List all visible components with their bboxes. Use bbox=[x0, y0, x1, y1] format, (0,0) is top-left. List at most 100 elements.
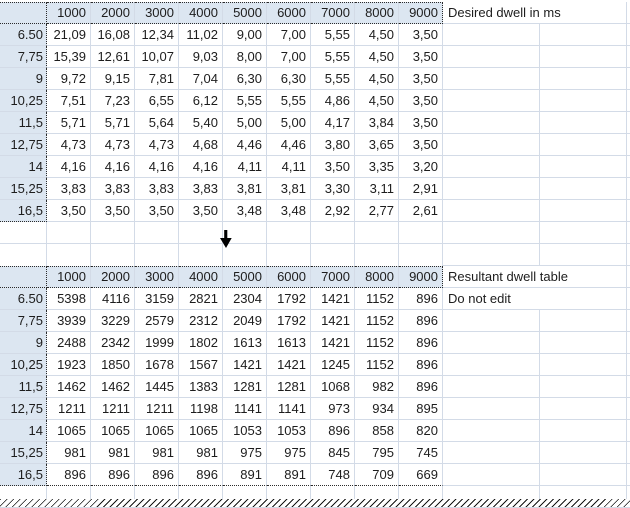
cell[interactable]: 15,39 bbox=[47, 46, 91, 68]
cell[interactable]: 1281 bbox=[267, 376, 311, 398]
cell[interactable]: 1141 bbox=[223, 398, 267, 420]
cell[interactable]: 3159 bbox=[135, 288, 179, 310]
col-header-9000[interactable]: 9000 bbox=[399, 2, 443, 24]
cell[interactable]: 896 bbox=[399, 310, 443, 332]
cell[interactable] bbox=[540, 310, 628, 332]
cell[interactable]: 981 bbox=[179, 442, 223, 464]
cell[interactable]: 896 bbox=[135, 464, 179, 486]
cell[interactable]: 3,50 bbox=[135, 200, 179, 222]
cell[interactable]: 5398 bbox=[47, 288, 91, 310]
cell[interactable]: 1053 bbox=[223, 420, 267, 442]
cell[interactable]: 3,50 bbox=[179, 200, 223, 222]
edge-cell[interactable] bbox=[627, 90, 630, 112]
cell[interactable]: 1065 bbox=[135, 420, 179, 442]
cell[interactable] bbox=[540, 90, 628, 112]
col-header-5000[interactable]: 5000 bbox=[223, 2, 267, 24]
cell[interactable]: 1613 bbox=[223, 332, 267, 354]
cell[interactable] bbox=[47, 244, 91, 266]
cell[interactable] bbox=[443, 156, 540, 178]
cell[interactable]: 891 bbox=[223, 464, 267, 486]
cell[interactable] bbox=[267, 244, 311, 266]
cell[interactable]: 1792 bbox=[267, 288, 311, 310]
col-header-6000[interactable]: 6000 bbox=[267, 2, 311, 24]
cell[interactable]: 5,64 bbox=[135, 112, 179, 134]
cell[interactable]: 4,68 bbox=[179, 134, 223, 156]
row-label[interactable]: 6.50 bbox=[0, 288, 47, 310]
cell[interactable] bbox=[443, 134, 540, 156]
cell[interactable] bbox=[443, 354, 540, 376]
cell[interactable]: 4,46 bbox=[267, 134, 311, 156]
cell[interactable] bbox=[0, 222, 47, 244]
cell[interactable]: 895 bbox=[399, 398, 443, 420]
edge-cell[interactable] bbox=[627, 222, 630, 244]
cell[interactable] bbox=[311, 244, 355, 266]
cell[interactable] bbox=[135, 222, 179, 244]
cell[interactable] bbox=[399, 222, 443, 244]
cell[interactable]: 2821 bbox=[179, 288, 223, 310]
cell[interactable]: 3,81 bbox=[223, 178, 267, 200]
cell[interactable]: 3,50 bbox=[399, 46, 443, 68]
cell[interactable]: 1678 bbox=[135, 354, 179, 376]
cell[interactable] bbox=[540, 244, 628, 266]
row-label[interactable]: 10,25 bbox=[0, 354, 47, 376]
cell[interactable]: 3,50 bbox=[399, 24, 443, 46]
cell[interactable]: 3,50 bbox=[399, 112, 443, 134]
cell[interactable]: 1211 bbox=[135, 398, 179, 420]
edge-cell[interactable] bbox=[627, 288, 630, 310]
col-header-7000[interactable]: 7000 bbox=[311, 2, 355, 24]
cell[interactable]: 3,83 bbox=[135, 178, 179, 200]
edge-cell[interactable] bbox=[627, 178, 630, 200]
col-header-3000[interactable]: 3000 bbox=[135, 266, 179, 288]
cell[interactable]: 3229 bbox=[91, 310, 135, 332]
edge-cell[interactable] bbox=[627, 310, 630, 332]
edge-cell[interactable] bbox=[627, 68, 630, 90]
row-label[interactable]: 11,5 bbox=[0, 376, 47, 398]
col-header-1000[interactable]: 1000 bbox=[47, 2, 91, 24]
cell[interactable]: 669 bbox=[399, 464, 443, 486]
cell[interactable] bbox=[443, 222, 540, 244]
cell[interactable] bbox=[311, 222, 355, 244]
cell[interactable]: 1065 bbox=[91, 420, 135, 442]
cell[interactable]: 1211 bbox=[47, 398, 91, 420]
cell[interactable] bbox=[540, 442, 628, 464]
cell[interactable]: 896 bbox=[399, 354, 443, 376]
cell[interactable]: 5,71 bbox=[91, 112, 135, 134]
cell[interactable]: 2312 bbox=[179, 310, 223, 332]
cell[interactable]: 3,50 bbox=[399, 134, 443, 156]
row-label[interactable]: 12,75 bbox=[0, 134, 47, 156]
edge-cell[interactable] bbox=[627, 46, 630, 68]
cell[interactable]: 2342 bbox=[91, 332, 135, 354]
cell[interactable]: 4,16 bbox=[91, 156, 135, 178]
cell[interactable]: 4,50 bbox=[355, 24, 399, 46]
cell[interactable] bbox=[223, 222, 267, 244]
cell[interactable] bbox=[443, 420, 540, 442]
cell[interactable]: 2488 bbox=[47, 332, 91, 354]
cell[interactable]: 5,00 bbox=[267, 112, 311, 134]
cell[interactable] bbox=[399, 244, 443, 266]
cell[interactable] bbox=[540, 464, 628, 486]
cell[interactable]: 7,81 bbox=[135, 68, 179, 90]
cell[interactable]: 1152 bbox=[355, 332, 399, 354]
cell[interactable]: 1421 bbox=[223, 354, 267, 376]
cell[interactable]: 982 bbox=[355, 376, 399, 398]
cell[interactable]: 3,30 bbox=[311, 178, 355, 200]
cell[interactable]: 9,03 bbox=[179, 46, 223, 68]
cell[interactable]: 1421 bbox=[311, 310, 355, 332]
cell[interactable] bbox=[540, 156, 628, 178]
cell[interactable]: 4,50 bbox=[355, 90, 399, 112]
cell[interactable] bbox=[540, 134, 628, 156]
col-header-9000[interactable]: 9000 bbox=[399, 266, 443, 288]
cell[interactable] bbox=[443, 398, 540, 420]
cell[interactable]: 5,55 bbox=[311, 24, 355, 46]
cell[interactable]: 2,91 bbox=[399, 178, 443, 200]
cell[interactable] bbox=[443, 310, 540, 332]
cell[interactable]: 896 bbox=[399, 332, 443, 354]
cell[interactable]: 896 bbox=[311, 420, 355, 442]
cell[interactable] bbox=[267, 222, 311, 244]
cell[interactable]: 3,50 bbox=[47, 200, 91, 222]
row-label[interactable]: 7,75 bbox=[0, 46, 47, 68]
cell[interactable]: 21,09 bbox=[47, 24, 91, 46]
cell[interactable]: 1999 bbox=[135, 332, 179, 354]
cell[interactable]: 3,50 bbox=[399, 90, 443, 112]
cell[interactable] bbox=[540, 178, 628, 200]
